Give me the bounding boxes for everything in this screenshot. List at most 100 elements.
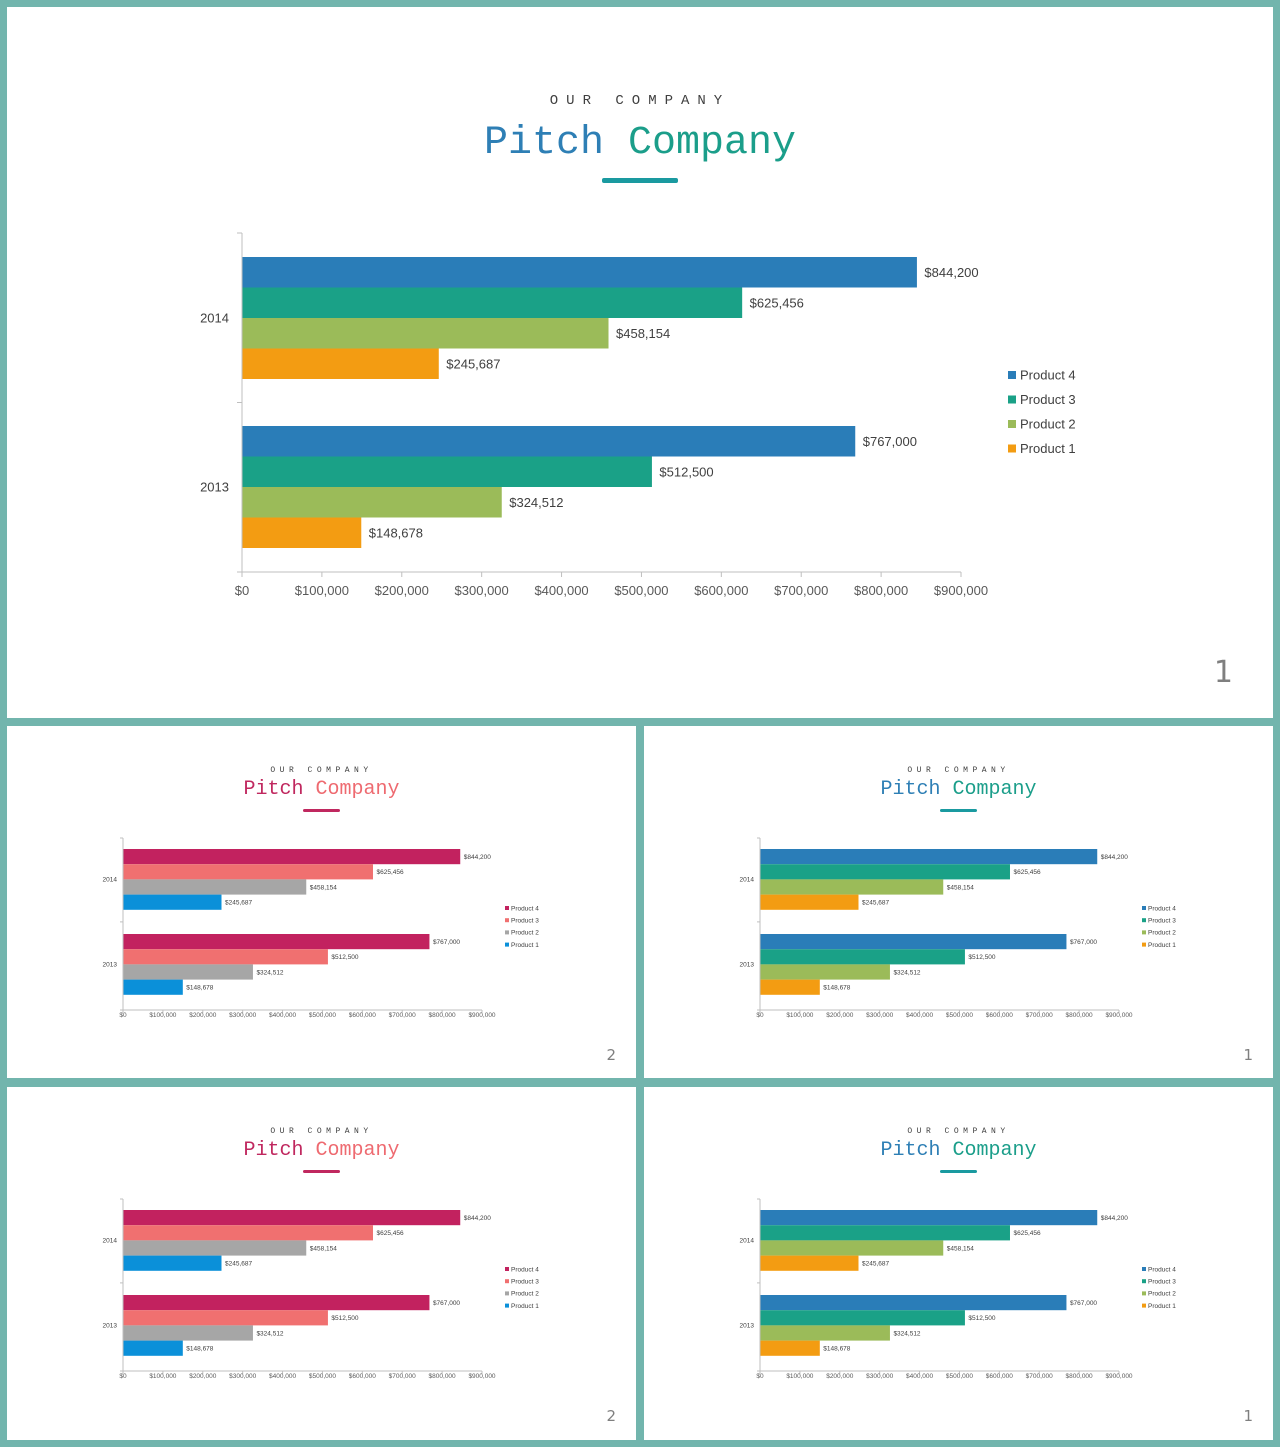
bar: [242, 348, 439, 379]
legend-label: Product 2: [511, 1291, 539, 1298]
x-tick-label: $100,000: [295, 583, 349, 598]
bar: [760, 964, 890, 980]
category-label: 2013: [740, 962, 755, 969]
slide-2[interactable]: OUR COMPANY Pitch Company $0 $100,000 $200…: [7, 726, 636, 1078]
slide-4[interactable]: OUR COMPANY Pitch Company $0 $100,000 $200…: [7, 1087, 636, 1440]
data-label: $148,678: [823, 984, 850, 991]
x-tick-label: $0: [119, 1373, 127, 1380]
legend-swatch: [1008, 395, 1016, 404]
slide-title: Pitch Company: [7, 778, 636, 801]
bar: [760, 1295, 1067, 1311]
title-word-2: Company: [940, 1139, 1037, 1162]
title-word-1: Pitch: [483, 121, 604, 166]
legend-swatch: [1142, 1267, 1146, 1271]
bar: [242, 318, 609, 349]
slide-1[interactable]: OUR COMPANY Pitch Company $0 $100,000 $200…: [7, 7, 1273, 718]
bar: [242, 517, 362, 548]
data-label: $625,456: [750, 295, 804, 310]
bar: [760, 894, 859, 910]
x-tick-label: $400,000: [269, 1012, 296, 1019]
bar: [123, 934, 430, 950]
legend-label: Product 4: [1148, 905, 1176, 912]
title-underline: [602, 178, 678, 183]
x-tick-label: $800,000: [429, 1373, 456, 1380]
bar: [123, 1240, 307, 1256]
bar: [760, 1340, 820, 1356]
x-tick-label: $0: [756, 1012, 764, 1019]
data-label: $458,154: [947, 1245, 974, 1252]
x-tick-label: $800,000: [1066, 1373, 1093, 1380]
legend-label: Product 3: [511, 1278, 539, 1285]
data-label: $844,200: [924, 265, 978, 280]
x-tick-label: $500,000: [309, 1012, 336, 1019]
data-label: $245,687: [862, 1260, 889, 1267]
slide-title: Pitch Company: [644, 1139, 1273, 1162]
bar: [242, 257, 917, 288]
bar: [242, 487, 502, 518]
x-tick-label: $100,000: [149, 1012, 176, 1019]
category-label: 2013: [200, 480, 229, 495]
legend-swatch: [505, 930, 509, 935]
data-label: $324,512: [893, 969, 920, 976]
x-tick-label: $900,000: [1105, 1012, 1132, 1019]
bar-chart: $0 $100,000 $200,000 $300,000 $400,000 $500,0…: [740, 1198, 1176, 1380]
legend-label: Product 3: [1020, 392, 1076, 407]
bar: [760, 1225, 1010, 1241]
legend-label: Product 4: [1148, 1266, 1176, 1273]
legend-label: Product 4: [511, 905, 539, 912]
data-label: $324,512: [509, 495, 563, 510]
bar: [760, 979, 820, 995]
slide-title: Pitch Company: [7, 1139, 636, 1162]
x-tick-label: $300,000: [229, 1012, 256, 1019]
slide-5[interactable]: OUR COMPANY Pitch Company $0 $100,000 $200…: [644, 1087, 1273, 1440]
category-label: 2013: [103, 962, 118, 969]
slide-kicker: OUR COMPANY: [270, 1127, 373, 1136]
x-tick-label: $500,000: [946, 1012, 973, 1019]
x-tick-label: $800,000: [1066, 1012, 1093, 1019]
page-number: 1: [1243, 1407, 1253, 1425]
data-label: $844,200: [1101, 1215, 1128, 1222]
title-word-1: Pitch: [880, 778, 941, 801]
legend-label: Product 3: [511, 917, 539, 924]
bar: [123, 1225, 373, 1241]
legend-swatch: [505, 1303, 509, 1308]
legend-label: Product 2: [1148, 930, 1176, 937]
data-label: $458,154: [310, 884, 337, 891]
x-tick-label: $200,000: [375, 583, 429, 598]
x-tick-label: $200,000: [189, 1012, 216, 1019]
x-tick-label: $300,000: [455, 583, 509, 598]
slide-title: Pitch Company: [644, 778, 1273, 801]
slide-kicker: OUR COMPANY: [549, 93, 731, 109]
data-label: $844,200: [464, 1215, 491, 1222]
legend-swatch: [1142, 906, 1146, 910]
data-label: $324,512: [893, 1330, 920, 1337]
x-tick-label: $600,000: [986, 1012, 1013, 1019]
data-label: $625,456: [1013, 869, 1040, 876]
slide-kicker: OUR COMPANY: [907, 1127, 1010, 1136]
x-tick-label: $700,000: [774, 583, 828, 598]
legend-swatch: [505, 1279, 509, 1284]
bar: [123, 894, 222, 910]
bar: [123, 849, 461, 865]
data-label: $148,678: [369, 525, 423, 540]
x-tick-label: $700,000: [389, 1012, 416, 1019]
data-label: $148,678: [823, 1345, 850, 1352]
bar-chart: $0 $100,000 $200,000 $300,000 $400,000 $500,0…: [200, 232, 1076, 598]
x-tick-label: $300,000: [229, 1373, 256, 1380]
page-number: 2: [606, 1407, 616, 1425]
legend-label: Product 1: [1148, 1303, 1176, 1310]
slide-3[interactable]: OUR COMPANY Pitch Company $0 $100,000 $200…: [644, 726, 1273, 1078]
category-label: 2014: [103, 877, 118, 884]
legend-swatch: [1142, 1303, 1146, 1308]
bar: [123, 1255, 222, 1271]
data-label: $767,000: [1070, 1300, 1097, 1307]
bar: [123, 1210, 461, 1226]
x-tick-label: $900,000: [468, 1012, 495, 1019]
x-tick-label: $900,000: [934, 583, 988, 598]
legend-swatch: [1142, 942, 1146, 947]
x-tick-label: $400,000: [906, 1012, 933, 1019]
data-label: $245,687: [446, 356, 500, 371]
slide-kicker: OUR COMPANY: [907, 766, 1010, 775]
bar: [760, 879, 944, 895]
bar: [123, 879, 307, 895]
